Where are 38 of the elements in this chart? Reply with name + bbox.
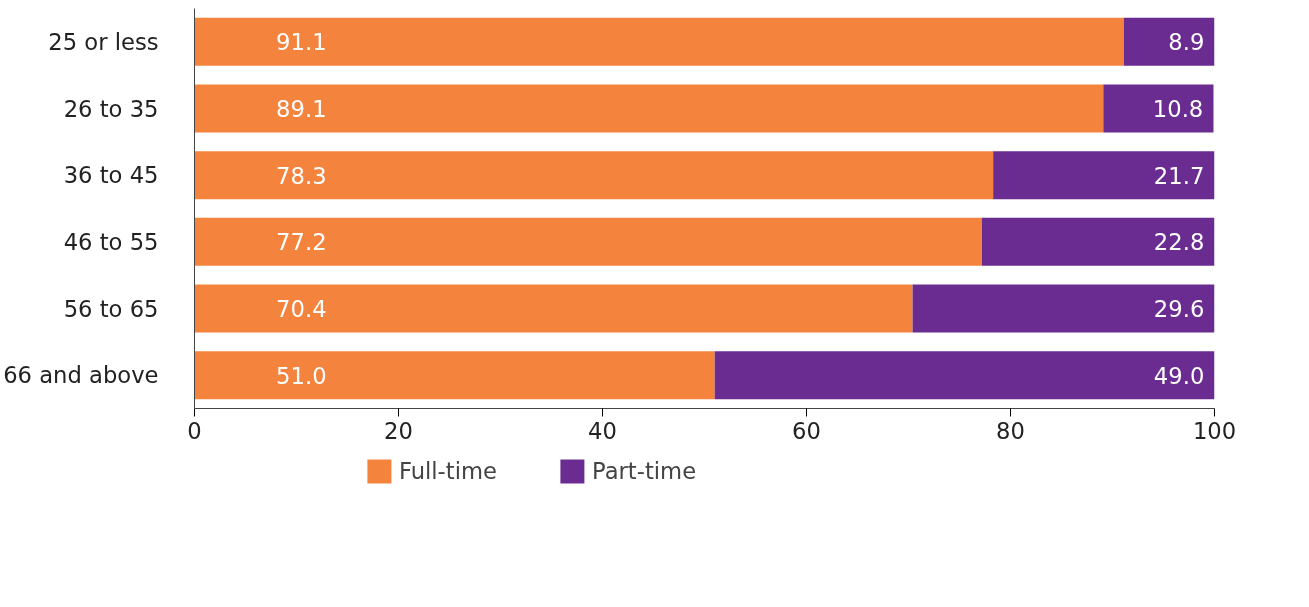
bar <box>912 284 1215 333</box>
data-label: 77.2 <box>276 229 327 256</box>
y-tick-label: 26 to 35 <box>63 95 159 122</box>
y-tick-label: 46 to 55 <box>63 228 159 255</box>
data-label: 91.1 <box>276 29 327 56</box>
bar <box>1103 84 1214 133</box>
data-label: 21.7 <box>1153 162 1205 189</box>
data-label: 89.1 <box>276 96 327 122</box>
bar <box>981 217 1215 266</box>
y-tick-label: 36 to 45 <box>63 162 159 189</box>
bar <box>993 151 1215 200</box>
x-tick-label: 0 <box>187 417 202 444</box>
bar <box>194 217 982 266</box>
x-tick-label: 20 <box>384 417 413 444</box>
y-tick-label: 66 and above <box>3 362 159 389</box>
x-tick-label: 80 <box>996 417 1025 444</box>
bar <box>194 84 1104 133</box>
data-label: 49.0 <box>1153 362 1205 389</box>
bar <box>194 284 913 333</box>
data-label: 78.3 <box>276 162 327 189</box>
data-label: 8.9 <box>1168 29 1205 56</box>
bar <box>194 17 1124 66</box>
legend-label: Full-time <box>398 458 497 484</box>
x-tick-label: 60 <box>792 417 821 444</box>
data-label: 70.4 <box>276 296 327 322</box>
y-tick-label: 25 or less <box>48 28 159 55</box>
bar <box>194 151 994 200</box>
bar <box>714 351 1215 400</box>
y-tick-label: 56 to 65 <box>63 295 159 322</box>
x-tick-label: 40 <box>588 417 617 444</box>
data-label: 51.0 <box>276 362 327 389</box>
x-tick-label: 100 <box>1192 417 1237 444</box>
bar <box>194 351 715 400</box>
data-label: 22.8 <box>1153 229 1205 256</box>
legend-label: Part-time <box>591 458 697 484</box>
bar <box>1123 17 1215 66</box>
data-label: 10.8 <box>1152 96 1204 122</box>
data-label: 29.6 <box>1153 296 1205 322</box>
